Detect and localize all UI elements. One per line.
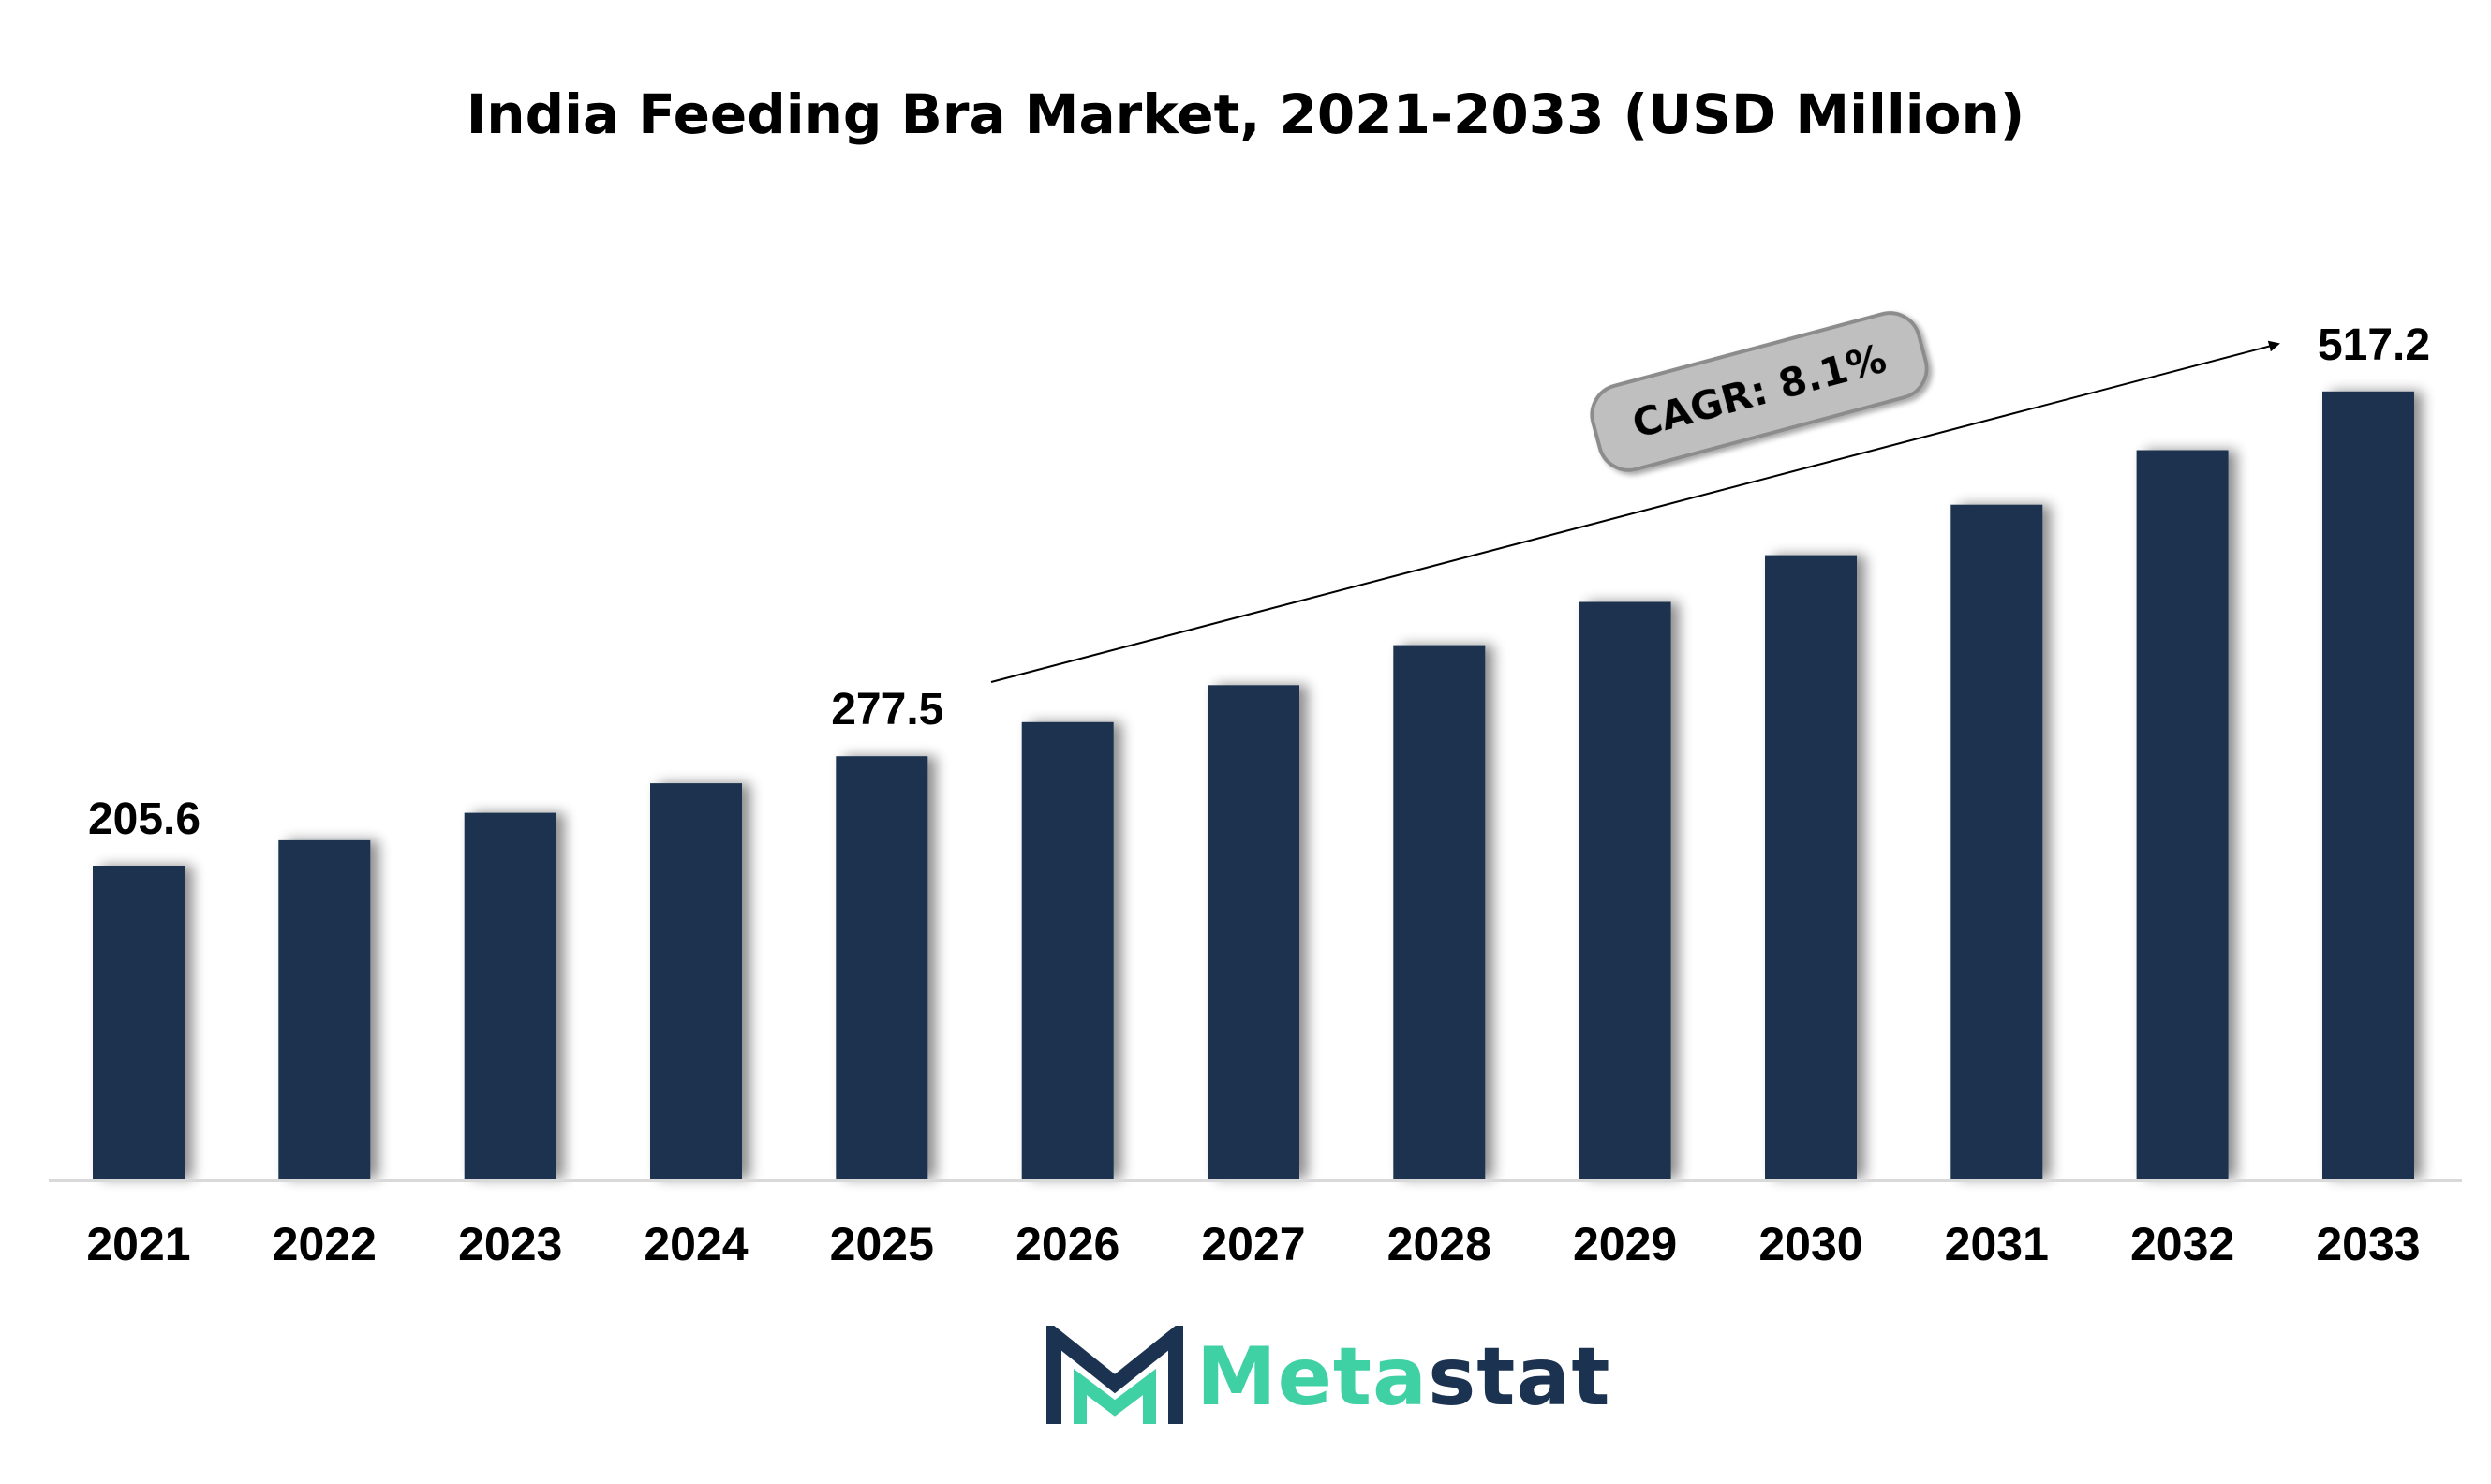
bar-2027 <box>1208 685 1299 1179</box>
x-tick-label-2032: 2032 <box>2130 1218 2234 1270</box>
x-tick-label-2021: 2021 <box>86 1218 190 1270</box>
x-tick-label-2026: 2026 <box>1016 1218 1119 1270</box>
metastat-logo: Metastat <box>1045 1326 1611 1429</box>
cagr-badge: CAGR: 8.1% <box>1590 311 1929 472</box>
data-label-2033: 517.2 <box>2318 320 2430 370</box>
x-tick-label-2027: 2027 <box>1201 1218 1305 1270</box>
x-tick-label-2033: 2033 <box>2316 1218 2420 1270</box>
bar-2031 <box>1950 504 2043 1179</box>
x-tick-label-2024: 2024 <box>644 1218 748 1270</box>
bar-2032 <box>2136 450 2229 1179</box>
x-tick-label-2028: 2028 <box>1387 1218 1491 1270</box>
bar-2021 <box>93 866 185 1179</box>
x-tick-label-2023: 2023 <box>458 1218 562 1270</box>
bar-2025 <box>836 756 928 1179</box>
x-tick-label-2029: 2029 <box>1573 1218 1677 1270</box>
bar-2026 <box>1021 721 1114 1179</box>
chart-title: India Feeding Bra Market, 2021-2033 (USD… <box>466 82 2025 146</box>
bar-2024 <box>650 783 742 1179</box>
bar-2033 <box>2322 391 2414 1179</box>
bar-2029 <box>1579 601 1671 1179</box>
bar-2023 <box>464 812 556 1179</box>
x-tick-label-2025: 2025 <box>830 1218 934 1270</box>
x-tick-label-2022: 2022 <box>273 1218 377 1270</box>
bar-2022 <box>278 839 371 1179</box>
x-tick-label-2031: 2031 <box>1945 1218 2049 1270</box>
data-label-2021: 205.6 <box>88 794 200 844</box>
x-tick-label-2030: 2030 <box>1758 1218 1862 1270</box>
data-label-2025: 277.5 <box>831 685 943 735</box>
logo-text-stat: stat <box>1428 1330 1611 1424</box>
bar-2030 <box>1765 555 1857 1179</box>
metastat-m-icon <box>1046 1326 1183 1424</box>
logo-text-meta: Meta <box>1196 1330 1429 1424</box>
bar-2028 <box>1393 645 1486 1179</box>
cagr-trend-arrow <box>990 340 2280 683</box>
